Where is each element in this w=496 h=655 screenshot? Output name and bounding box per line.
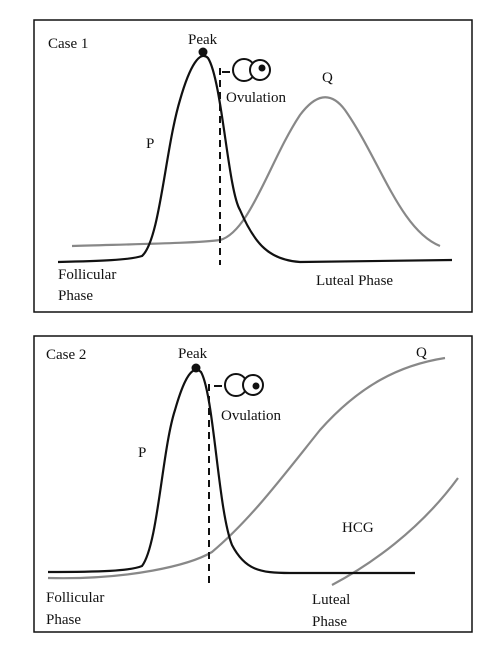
phase-label: Luteal Phase (316, 273, 393, 289)
p-label: P (138, 445, 146, 461)
p-curve (57, 54, 453, 264)
hcg-label: HCG (342, 520, 374, 536)
phase-label: Luteal (312, 592, 350, 608)
phase-label: Follicular (46, 590, 104, 606)
hcg-curve (331, 477, 459, 586)
panel-frame (33, 19, 473, 313)
panel-frame (33, 335, 473, 633)
ovulation-icon (214, 373, 264, 397)
panel-title: Case 1 (48, 36, 88, 52)
q-curve (47, 356, 446, 580)
p-label: P (146, 136, 154, 152)
peak-dot (198, 47, 208, 57)
q-label: Q (322, 70, 333, 86)
ovulation-label: Ovulation (221, 408, 281, 424)
panel: Case 2 Peak Ovulation P Q HCG Follicular… (33, 335, 473, 633)
phase-label: Phase (46, 612, 81, 628)
peak-label: Peak (188, 32, 218, 48)
p-curve (47, 368, 415, 575)
panel: Case 1 Peak Ovulation P Q Follicular Pha… (33, 19, 473, 313)
peak-dot (191, 363, 201, 373)
phase-label: Follicular (58, 267, 116, 283)
q-label: Q (416, 345, 427, 361)
q-curve (71, 96, 441, 248)
phase-label: Phase (312, 614, 347, 630)
peak-label: Peak (178, 346, 208, 362)
ovulation-icon (222, 58, 271, 82)
panel-title: Case 2 (46, 347, 86, 363)
phase-label: Phase (58, 288, 93, 304)
ovulation-label: Ovulation (226, 90, 286, 106)
